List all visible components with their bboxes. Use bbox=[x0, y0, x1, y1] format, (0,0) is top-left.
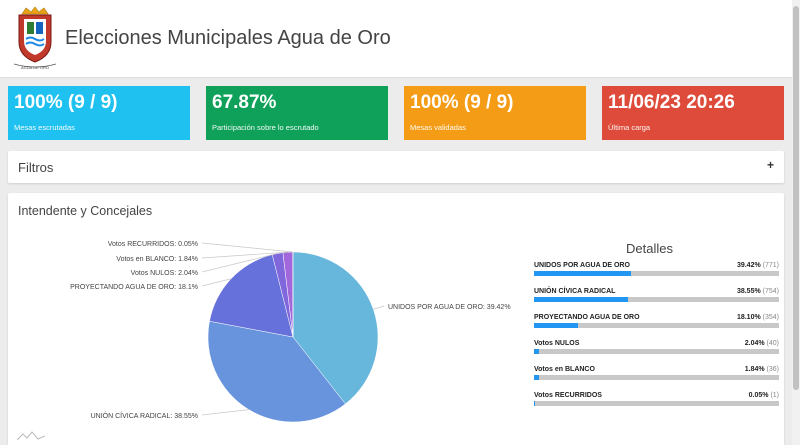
detail-bar-fill bbox=[534, 375, 539, 380]
stat-card-mesas-escrutadas: 100% (9 / 9) Mesas escrutadas bbox=[8, 86, 190, 140]
scrollbar-thumb[interactable] bbox=[793, 6, 799, 390]
logo-text: AGUA DE ORO bbox=[21, 65, 49, 70]
stat-label: Participación sobre lo escrutado bbox=[212, 123, 319, 132]
stat-card-ultima-carga: 11/06/23 20:26 Última carga bbox=[602, 86, 784, 140]
app-header: AGUA DE ORO Elecciones Municipales Agua … bbox=[0, 0, 792, 78]
stat-value: 67.87% bbox=[212, 92, 277, 113]
detail-bar-track bbox=[534, 271, 779, 276]
stat-label: Mesas validadas bbox=[410, 123, 466, 132]
detail-row-recurridos: Votos RECURRIDOS 0.05% (1) bbox=[534, 392, 779, 410]
stat-value: 100% (9 / 9) bbox=[14, 92, 118, 113]
detail-row-nulos: Votos NULOS 2.04% (40) bbox=[534, 340, 779, 358]
stat-value: 11/06/23 20:26 bbox=[608, 92, 735, 113]
detail-percentage: 18.10% (354) bbox=[736, 314, 779, 321]
municipal-shield-logo: AGUA DE ORO bbox=[13, 6, 57, 70]
page-title: Elecciones Municipales Agua de Oro bbox=[65, 27, 391, 49]
detail-percentage: 1.84% (36) bbox=[744, 366, 779, 373]
detail-bar-track bbox=[534, 375, 779, 380]
detail-row-unidos: UNIDOS POR AGUA DE ORO 39.42% (771) bbox=[534, 262, 779, 280]
detail-bar-track bbox=[534, 349, 779, 354]
expand-filters-button[interactable]: + bbox=[766, 158, 774, 172]
pie-label: Votos en BLANCO: 1.84% bbox=[116, 256, 198, 263]
detail-name: UNIÓN CÍVICA RADICAL bbox=[534, 288, 616, 295]
detail-bar-track bbox=[534, 401, 779, 406]
detail-percentage: 38.55% (754) bbox=[736, 288, 779, 295]
pie-label: UNIÓN CÍVICA RADICAL: 38.55% bbox=[91, 411, 198, 420]
pie-label-leader bbox=[201, 253, 278, 273]
pie-label: Votos RECURRIDOS: 0.05% bbox=[108, 241, 198, 248]
pie-label: Votos NULOS: 2.04% bbox=[131, 270, 198, 277]
filters-title: Filtros bbox=[18, 160, 54, 175]
detail-bar-fill bbox=[534, 271, 631, 276]
detail-name: Votos RECURRIDOS bbox=[534, 392, 602, 399]
detail-row-blanco: Votos en BLANCO 1.84% (36) bbox=[534, 366, 779, 384]
pie-label-leader bbox=[201, 409, 249, 416]
detalles-title: Detalles bbox=[626, 241, 673, 256]
detail-name: PROYECTANDO AGUA DE ORO bbox=[534, 314, 640, 321]
detail-bar-track bbox=[534, 323, 779, 328]
stat-card-mesas-validadas: 100% (9 / 9) Mesas validadas bbox=[404, 86, 586, 140]
chart-logo-icon bbox=[17, 431, 45, 441]
detail-percentage: 0.05% (1) bbox=[748, 392, 779, 399]
pie-label: PROYECTANDO AGUA DE ORO: 18.1% bbox=[70, 284, 198, 291]
detail-percentage: 39.42% (771) bbox=[736, 262, 779, 269]
stat-label: Mesas escrutadas bbox=[14, 123, 75, 132]
detail-bar-fill bbox=[534, 297, 629, 302]
stat-card-participacion: 67.87% Participación sobre lo escrutado bbox=[206, 86, 388, 140]
stat-label: Última carga bbox=[608, 123, 651, 132]
detail-percentage: 2.04% (40) bbox=[744, 340, 779, 347]
pie-label-leader bbox=[201, 251, 288, 259]
pie-label: UNIDOS POR AGUA DE ORO: 39.42% bbox=[388, 304, 511, 311]
detail-row-ucr: UNIÓN CÍVICA RADICAL 38.55% (754) bbox=[534, 288, 779, 306]
detail-bar-track bbox=[534, 297, 779, 302]
results-title: Intendente y Concejales bbox=[18, 204, 153, 218]
detail-bar-fill bbox=[534, 349, 539, 354]
detail-bar-fill bbox=[534, 323, 579, 328]
pie-label-leader bbox=[373, 305, 385, 310]
pie-slice[interactable] bbox=[292, 251, 379, 405]
stat-value: 100% (9 / 9) bbox=[410, 92, 514, 113]
detail-name: UNIDOS POR AGUA DE ORO bbox=[534, 262, 630, 269]
detail-name: Votos en BLANCO bbox=[534, 366, 595, 373]
detail-name: Votos NULOS bbox=[534, 340, 580, 347]
pie-label-leader bbox=[201, 278, 232, 287]
pie-slice[interactable] bbox=[207, 320, 346, 423]
detail-row-proyectando: PROYECTANDO AGUA DE ORO 18.10% (354) bbox=[534, 314, 779, 332]
filters-panel[interactable]: Filtros + bbox=[8, 151, 784, 183]
page-scrollbar[interactable] bbox=[792, 0, 800, 445]
pie-label-leader bbox=[201, 242, 293, 253]
